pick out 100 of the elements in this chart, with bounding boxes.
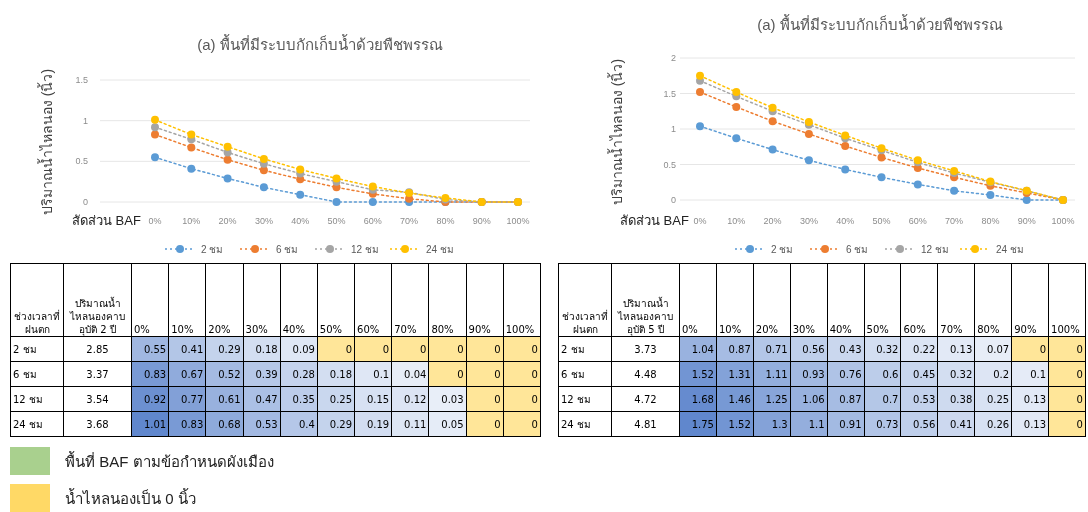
data-label: 1.75 (679, 411, 717, 437)
x-axis-title: สัดส่วน BAF (620, 213, 689, 228)
category-label: 10% (171, 324, 194, 335)
x-tick-label: 10% (182, 216, 201, 226)
legend-label: 24 ชม (426, 244, 454, 255)
text: 2 ชม (13, 343, 37, 355)
data-label: 0.93 (790, 361, 828, 387)
x-tick-label: 20% (218, 216, 237, 226)
x-tick-label: 50% (327, 216, 346, 226)
data-label: 0.25 (317, 386, 355, 412)
data-label: 0.1 (1011, 361, 1049, 387)
legend-label: 12 ชม (921, 244, 949, 255)
text: 2.85 (63, 336, 132, 362)
x-tick-label: 60% (363, 216, 382, 226)
data-label: 0 (354, 336, 392, 362)
text: 3.37 (63, 361, 132, 387)
data-label: 0.18 (243, 336, 281, 362)
data-label: 0.56 (900, 411, 938, 437)
data-label: 0.53 (243, 411, 281, 437)
data-label: 0.38 (937, 386, 975, 412)
text: 6 ชม (561, 368, 585, 380)
category-label: 70% (394, 324, 417, 335)
chart-title: (a) พื้นที่มีระบบกักเก็บน้ำด้วยพืชพรรณ (197, 34, 443, 53)
data-label: 0.87 (716, 336, 754, 362)
data-label: 0.05 (428, 411, 467, 437)
category-label: 60% (357, 324, 380, 335)
text: 2 ชม (561, 343, 585, 355)
data-label: 0.77 (168, 386, 206, 412)
category-label: 100% (505, 324, 535, 335)
data-label: 1.01 (131, 411, 169, 437)
data-label: 1.31 (716, 361, 754, 387)
data-label: 0.56 (790, 336, 828, 362)
data-label: 1.46 (716, 386, 754, 412)
data-label: 0.7 (864, 386, 901, 412)
text: ปริมาณน้ำไหลนองคาบอุบัติ 5 ปี (611, 263, 680, 337)
y-tick-label: 1.5 (663, 88, 676, 99)
data-label: 0.13 (1011, 411, 1049, 437)
data-label: 0 (503, 411, 541, 437)
y-tick-label: 1 (670, 124, 676, 134)
data-label: 0.92 (131, 386, 169, 412)
category-label: 100% (1051, 324, 1080, 335)
data-label: 0.1 (354, 361, 392, 387)
text: 6 ชม (13, 368, 37, 380)
x-tick-label: 30% (254, 216, 273, 226)
x-tick-label: 100% (1051, 216, 1075, 226)
category-label: 40% (282, 324, 305, 335)
data-label: 0.47 (243, 386, 281, 412)
data-label: 0.12 (391, 386, 429, 412)
x-tick-label: 90% (472, 216, 491, 226)
data-label: 0 (503, 386, 541, 412)
data-label: 0.13 (1011, 386, 1049, 412)
x-tick-label: 90% (1017, 216, 1036, 226)
text: 4.48 (611, 361, 680, 387)
data-label: 0.26 (974, 411, 1012, 437)
data-label: 0 (503, 336, 541, 362)
category-label: 40% (829, 324, 852, 335)
x-tick-label: 80% (436, 216, 455, 226)
data-label: 0 (1048, 361, 1086, 387)
x-tick-label: 40% (836, 216, 855, 226)
data-label: 0.83 (131, 361, 169, 387)
data-label: 0 (466, 386, 504, 412)
y-tick-label: 1.5 (75, 75, 88, 85)
x-tick-label: 20% (763, 216, 782, 226)
category-label: 20% (208, 324, 231, 335)
data-label: 1.1 (790, 411, 828, 437)
category-label: 0% (134, 324, 150, 335)
category-label: 70% (940, 324, 963, 335)
data-label: 0.91 (827, 411, 865, 437)
data-label: 0 (428, 361, 467, 387)
category-label: 60% (903, 324, 926, 335)
legend-label: 2 ชม (201, 244, 224, 255)
category-label: 90% (1014, 324, 1037, 335)
data-label: 0.13 (937, 336, 975, 362)
data-label: 0 (317, 336, 355, 362)
x-tick-label: 100% (506, 216, 530, 226)
data-label: 0.28 (280, 361, 318, 387)
x-tick-label: 50% (872, 216, 891, 226)
text: 12 ชม (13, 393, 43, 405)
data-label: 0.25 (974, 386, 1012, 412)
data-label: 0.32 (937, 361, 975, 387)
x-tick-label: 40% (291, 216, 310, 226)
data-label: 1.68 (679, 386, 717, 412)
data-label: 0.76 (827, 361, 865, 387)
category-label: 30% (792, 324, 815, 335)
data-label: 0 (391, 336, 429, 362)
data-label: 0 (1048, 336, 1086, 362)
data-label: 0.39 (243, 361, 281, 387)
data-label: 1.3 (753, 411, 791, 437)
data-label: 0.71 (753, 336, 791, 362)
data-label: 0 (1048, 411, 1086, 437)
data-label: 0 (466, 336, 504, 362)
data-label: 0.83 (168, 411, 206, 437)
data-label: 0 (1011, 336, 1049, 362)
data-label: 0.19 (354, 411, 392, 437)
legend-label: 12 ชม (351, 244, 379, 255)
data-label: 0.55 (131, 336, 169, 362)
y-tick-label: 2 (670, 53, 676, 63)
text: 12 ชม (561, 393, 591, 405)
data-label: 1.25 (753, 386, 791, 412)
category-label: 20% (755, 324, 779, 335)
